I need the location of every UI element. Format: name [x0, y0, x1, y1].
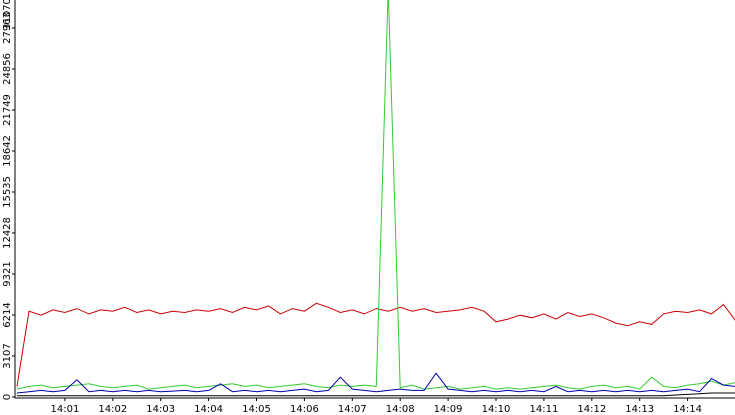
- y-tick-label: 31070: [2, 0, 13, 30]
- y-tick-label: 9321: [2, 261, 13, 286]
- x-tick-label: 14:08: [386, 404, 415, 415]
- x-tick-label: 14:11: [529, 404, 558, 415]
- x-tick-label: 14:03: [146, 404, 175, 415]
- y-tick-label: 12428: [2, 217, 13, 249]
- series-line: [16, 372, 735, 394]
- y-tick-label: 18642: [2, 135, 13, 167]
- x-tick-label: 14:07: [338, 404, 367, 415]
- y-tick-label: 24856: [2, 53, 13, 85]
- series-line: [16, 302, 735, 387]
- x-tick-label: 14:05: [242, 404, 271, 415]
- y-tick-label: 6214: [2, 302, 13, 327]
- y-tick-label: 15535: [2, 176, 13, 208]
- x-tick-label: 14:09: [434, 404, 463, 415]
- x-tick-label: 14:04: [194, 404, 223, 415]
- x-tick-label: 14:01: [50, 404, 79, 415]
- series-line: [16, 0, 735, 390]
- y-tick-label: 0: [2, 394, 13, 400]
- y-tick-label: 21749: [2, 94, 13, 126]
- x-tick-label: 14:02: [98, 404, 127, 415]
- x-tick-label: 14:10: [482, 404, 511, 415]
- y-tick-label: 3107: [2, 343, 13, 368]
- x-tick-label: 14:12: [577, 404, 606, 415]
- x-tick-label: 14:14: [673, 404, 702, 415]
- y-tick-label: 27963: [2, 12, 13, 44]
- x-tick-label: 14:06: [290, 404, 319, 415]
- series-line: [17, 392, 735, 397]
- x-tick-label: 14:13: [625, 404, 654, 415]
